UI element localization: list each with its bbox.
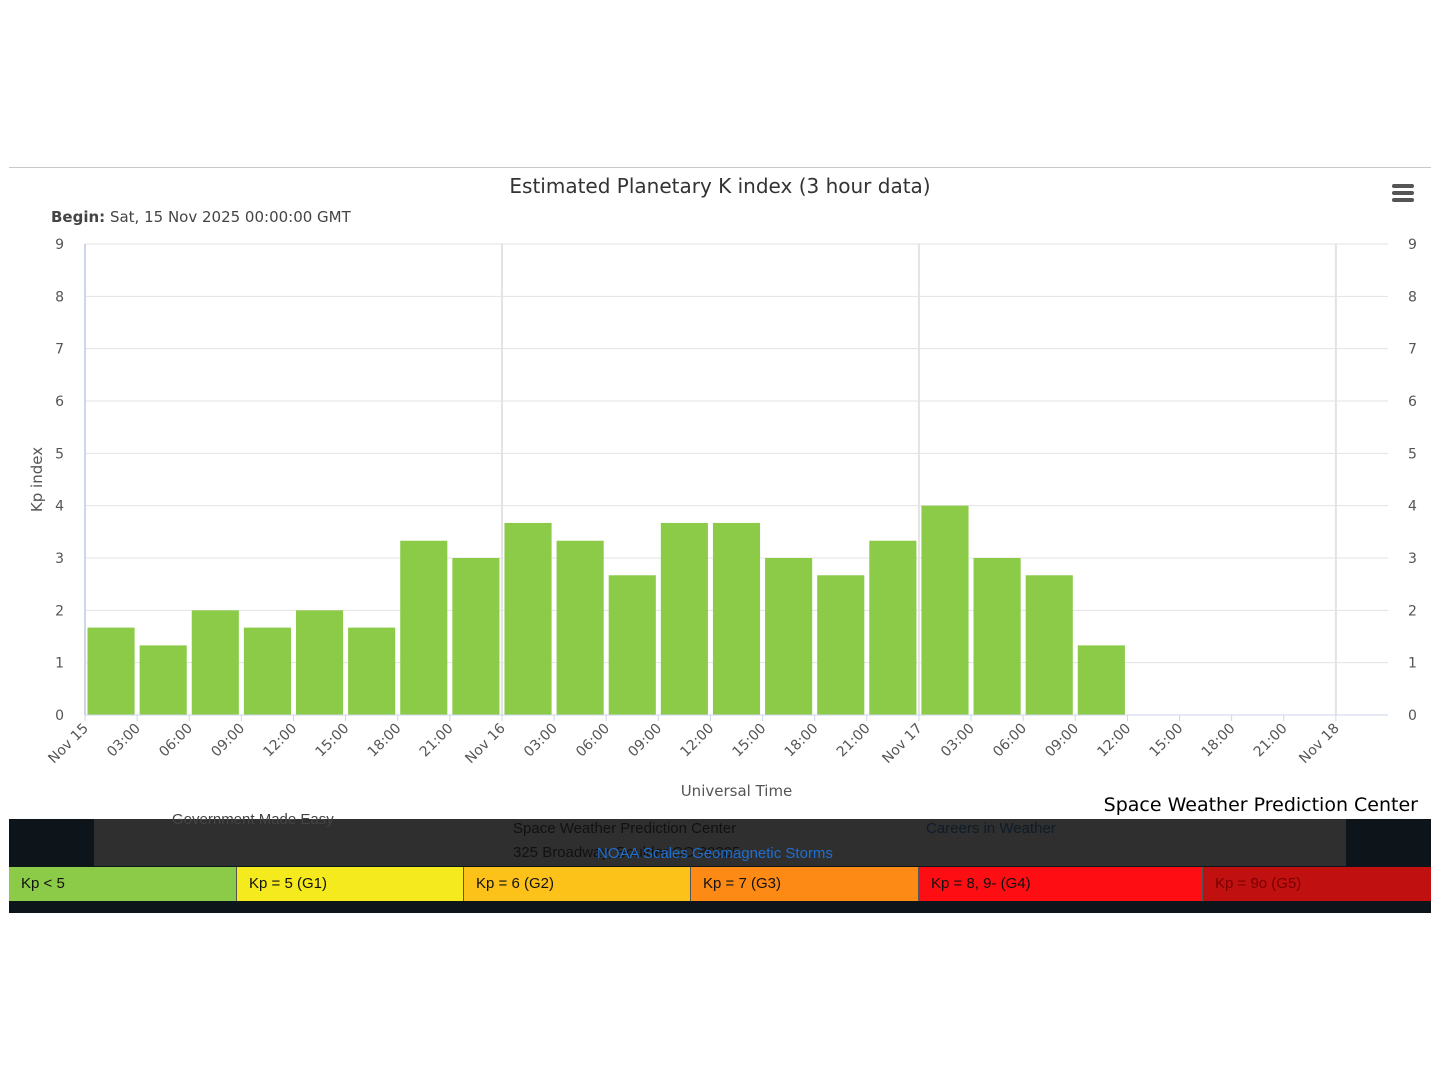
y-tick-label-right: 2 [1408, 603, 1417, 619]
y-tick-label-left: 0 [55, 708, 64, 724]
y-tick-label-left: 9 [55, 237, 64, 253]
kp-bar [243, 627, 291, 715]
y-tick-label-left: 4 [55, 499, 64, 515]
y-tick-label-right: 8 [1408, 289, 1417, 305]
kp-bar [556, 540, 604, 715]
x-tick-label: 15:00 [313, 721, 353, 761]
x-tick-label: 15:00 [1146, 721, 1186, 761]
x-tick-label: 15:00 [730, 721, 770, 761]
x-tick-label: 12:00 [677, 721, 717, 761]
x-tick-label: 09:00 [625, 721, 665, 761]
subtitle-label: Begin: [51, 208, 106, 226]
y-tick-label-right: 1 [1408, 656, 1417, 672]
x-tick-label: Nov 18 [1296, 721, 1342, 767]
y-tick-label-left: 3 [55, 551, 64, 567]
kp-bar [504, 522, 552, 715]
scale-legend-item: Kp = 8, 9- (G4) [919, 867, 1203, 901]
kp-bar [712, 522, 761, 715]
x-tick-label: 06:00 [156, 721, 196, 761]
x-tick-label: 21:00 [1251, 721, 1291, 761]
kp-bar [452, 558, 500, 715]
footer-gov-text: Government Made Easy [172, 811, 334, 828]
kp-bar [139, 645, 187, 715]
y-tick-label-right: 7 [1408, 342, 1417, 358]
x-tick-label: 03:00 [104, 721, 144, 761]
storm-scale-legend: Kp < 5 Kp = 5 (G1) Kp = 6 (G2) Kp = 7 (G3) K… [9, 867, 1431, 901]
x-tick-label: 06:00 [573, 721, 613, 761]
x-tick-label: 18:00 [782, 721, 822, 761]
scale-legend-item: Kp < 5 [9, 867, 237, 901]
y-tick-label-right: 4 [1408, 499, 1417, 515]
x-tick-label: 06:00 [990, 721, 1030, 761]
y-tick-label-right: 3 [1408, 551, 1417, 567]
x-tick-label: 18:00 [365, 721, 405, 761]
x-tick-label: 03:00 [938, 721, 978, 761]
footer-panel [94, 819, 1346, 866]
kp-bar [973, 558, 1021, 715]
kp-bar [400, 540, 448, 715]
y-tick-label-left: 2 [55, 603, 64, 619]
chart-credit: Space Weather Prediction Center [1103, 794, 1418, 816]
x-tick-label: 09:00 [1042, 721, 1082, 761]
x-axis-title: Universal Time [681, 782, 793, 800]
footer-org-name: Space Weather Prediction Center [513, 820, 737, 837]
scale-legend-item: Kp = 7 (G3) [691, 867, 919, 901]
kp-bar-chart: 0 0 1 1 2 2 3 3 4 4 5 5 6 6 7 7 8 8 9 9 Nov 15 03:00 06:00 09:0… [28, 237, 1417, 800]
chart-title: Estimated Planetary K index (3 hour data… [509, 174, 931, 198]
x-tick-label: 21:00 [417, 721, 457, 761]
chart-menu-icon[interactable] [1390, 184, 1416, 206]
kp-bar [1077, 645, 1125, 715]
footer-careers-link[interactable]: Careers in Weather [926, 820, 1056, 837]
scale-legend-item: Kp = 6 (G2) [464, 867, 691, 901]
kp-bar [660, 522, 708, 715]
chart-subtitle: Begin: Sat, 15 Nov 2025 00:00:00 GMT [51, 208, 351, 226]
y-tick-label-right: 0 [1408, 708, 1417, 724]
kp-bar [348, 627, 396, 715]
kp-bar [921, 505, 969, 715]
x-tick-label: 12:00 [1094, 721, 1134, 761]
subtitle-value: Sat, 15 Nov 2025 00:00:00 GMT [109, 208, 351, 226]
y-tick-label-left: 8 [55, 289, 64, 305]
kp-bar [295, 610, 344, 715]
kp-bar [817, 575, 865, 715]
x-tick-label: Nov 15 [45, 721, 91, 767]
scale-legend-item: Kp = 5 (G1) [237, 867, 464, 901]
x-tick-label: 21:00 [834, 721, 874, 761]
x-tick-label: 03:00 [521, 721, 561, 761]
x-tick-label: 12:00 [260, 721, 300, 761]
scale-legend-item: Kp = 9o (G5) [1203, 867, 1431, 901]
y-tick-label-left: 1 [55, 656, 64, 672]
footer-noaa-scales-link[interactable]: NOAA Scales Geomagnetic Storms [597, 845, 833, 862]
y-tick-label-right: 5 [1408, 446, 1417, 462]
kp-bar [608, 575, 656, 715]
kp-bar [765, 558, 813, 715]
header-divider [9, 167, 1431, 168]
y-tick-label-left: 7 [55, 342, 64, 358]
x-tick-label: 18:00 [1199, 721, 1239, 761]
kp-bar [1025, 575, 1073, 715]
x-tick-label: Nov 16 [462, 720, 508, 766]
kp-bar [869, 540, 917, 715]
y-axis-title: Kp index [28, 447, 46, 512]
footer-address: 325 Broadway, Boulder CO 80305 [513, 844, 741, 861]
y-tick-label-right: 6 [1408, 394, 1417, 410]
x-tick-label: Nov 17 [879, 721, 925, 767]
kp-bar [191, 610, 239, 715]
y-tick-label-left: 6 [55, 394, 64, 410]
y-tick-label-right: 9 [1408, 237, 1417, 253]
y-tick-label-left: 5 [55, 446, 64, 462]
kp-bar [87, 627, 135, 715]
x-tick-label: 09:00 [208, 721, 248, 761]
